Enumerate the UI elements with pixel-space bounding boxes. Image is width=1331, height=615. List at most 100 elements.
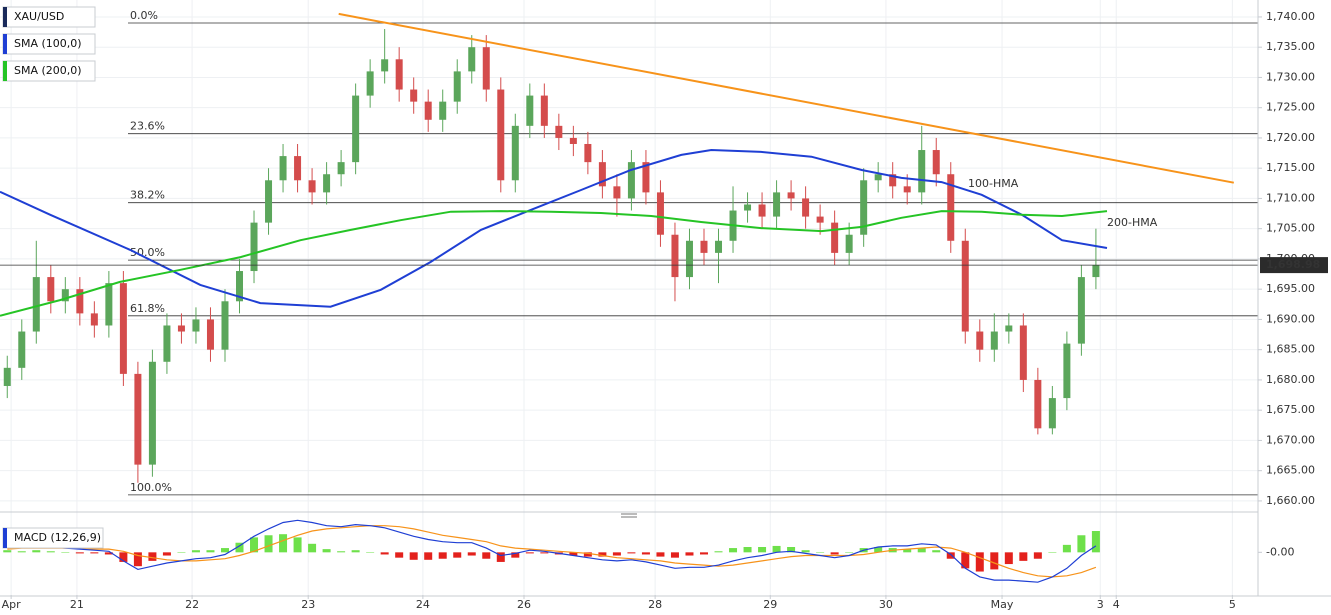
candle-body — [889, 174, 897, 187]
y-tick-label: 1,705.00 — [1266, 222, 1315, 235]
candle-body — [148, 361, 156, 465]
macd-histogram-bar — [177, 552, 186, 553]
candle-body — [424, 101, 432, 120]
last-price-box — [1260, 257, 1328, 274]
macd-histogram-bar — [874, 547, 883, 553]
y-tick-label: 1,675.00 — [1266, 403, 1315, 416]
x-tick-label: 4 — [1113, 598, 1120, 611]
candle-body — [381, 59, 389, 72]
candle-body — [744, 204, 752, 211]
fib-label: 61.8% — [130, 302, 165, 315]
macd-histogram-bar — [104, 552, 113, 555]
series-label: 200-HMA — [1107, 216, 1158, 229]
x-tick-label: Apr — [2, 598, 22, 611]
series-label: 100-HMA — [968, 177, 1019, 190]
candle-body — [468, 47, 476, 72]
macd-histogram-bar — [322, 549, 331, 553]
candle-body — [976, 331, 984, 350]
macd-histogram-bar — [424, 552, 433, 560]
macd-histogram-bar — [133, 552, 142, 567]
macd-histogram-bar — [119, 552, 128, 562]
candle-body — [802, 198, 810, 217]
x-tick-label: 28 — [648, 598, 662, 611]
macd-histogram-bar — [975, 552, 984, 572]
candle-body — [715, 240, 723, 253]
macd-histogram-bar — [453, 552, 462, 558]
legend-swatch — [3, 528, 7, 548]
candle-body — [932, 150, 940, 175]
candle-body — [845, 234, 853, 253]
macd-histogram-bar — [1033, 552, 1042, 559]
candle-body — [511, 125, 519, 181]
candle-body — [1019, 325, 1027, 380]
y-tick-label: 1,680.00 — [1266, 373, 1315, 386]
macd-histogram-bar — [467, 552, 476, 556]
macd-histogram-bar — [1091, 531, 1100, 553]
macd-histogram-bar — [758, 547, 767, 553]
macd-histogram-bar — [540, 552, 549, 554]
candle-body — [47, 277, 55, 302]
x-tick-label: 3 — [1097, 598, 1104, 611]
macd-histogram-bar — [148, 552, 157, 561]
macd-histogram-bar — [1048, 552, 1057, 553]
macd-histogram-bar — [235, 542, 244, 553]
candle-body — [569, 137, 577, 144]
candle-body — [831, 222, 839, 253]
x-tick-label: 23 — [301, 598, 315, 611]
macd-histogram-bar — [743, 547, 752, 553]
macd-histogram-bar — [351, 550, 360, 553]
candle-body — [395, 59, 403, 90]
macd-histogram-bar — [75, 552, 84, 554]
trendline — [338, 12, 1234, 184]
signal-line — [7, 525, 1097, 578]
candle-body — [482, 47, 490, 90]
candle-body — [918, 150, 926, 193]
candle-body — [337, 162, 345, 175]
candle-body — [540, 95, 548, 126]
macd-histogram-bar — [627, 552, 636, 554]
y-tick-label: 1,710.00 — [1266, 191, 1315, 204]
macd-histogram-bar — [511, 552, 520, 558]
drag-handle[interactable] — [621, 513, 637, 518]
legend-label: XAU/USD — [14, 10, 64, 23]
candle-body — [584, 143, 592, 163]
y-tick-label: 1,685.00 — [1266, 343, 1315, 356]
y-tick-label: 1,740.00 — [1266, 10, 1315, 23]
candle-body — [32, 277, 40, 332]
candle-body — [453, 71, 461, 102]
macd-histogram-bar — [583, 552, 592, 557]
macd-histogram-bar — [685, 552, 694, 556]
macd-histogram-bar — [496, 552, 505, 562]
macd-histogram-bar — [1004, 552, 1013, 565]
fib-label: 0.0% — [130, 9, 158, 22]
candle-body — [860, 180, 868, 235]
candle-body — [613, 186, 621, 199]
candle-body — [192, 319, 200, 332]
candle-body — [294, 156, 302, 181]
macd-histogram-bar — [409, 552, 418, 560]
candle-body — [1063, 343, 1071, 399]
y-tick-label: 1,695.00 — [1266, 282, 1315, 295]
macd-histogram-bar — [612, 552, 621, 556]
x-tick-label: May — [991, 598, 1014, 611]
macd-histogram-bar — [337, 551, 346, 553]
macd-histogram-bar — [61, 552, 70, 553]
macd-histogram-bar — [1062, 544, 1071, 553]
macd-line — [7, 519, 1097, 583]
candle-body — [627, 162, 635, 199]
macd-histogram-bar — [162, 552, 171, 556]
macd-histogram-bar — [699, 552, 708, 555]
candle-body — [1077, 277, 1085, 344]
legend-label: SMA (200,0) — [14, 64, 82, 77]
candle-body — [947, 174, 955, 241]
macd-histogram-bar — [816, 552, 825, 553]
candle-body — [1034, 379, 1042, 429]
candle-body — [134, 373, 142, 465]
macd-histogram-bar — [220, 548, 229, 553]
macd-histogram-bar — [903, 549, 912, 553]
candle-body — [163, 325, 171, 362]
macd-histogram-bar — [395, 552, 404, 558]
macd-histogram-bar — [366, 552, 375, 553]
macd-histogram-bar — [787, 547, 796, 553]
